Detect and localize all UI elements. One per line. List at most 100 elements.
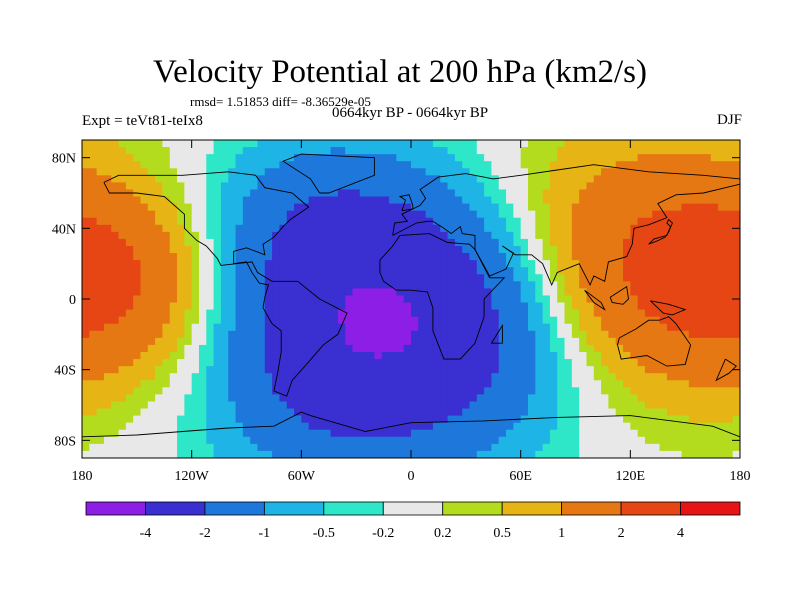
field-cell xyxy=(125,330,134,339)
field-cell xyxy=(491,246,500,254)
field-cell xyxy=(162,253,171,261)
field-cell xyxy=(432,140,441,148)
field-cell xyxy=(103,366,112,374)
field-cell xyxy=(228,182,237,191)
field-cell xyxy=(557,253,566,261)
field-cell xyxy=(169,147,178,155)
field-cell xyxy=(418,182,427,191)
field-cell xyxy=(264,366,273,374)
field-cell xyxy=(557,189,566,198)
field-cell xyxy=(140,429,149,438)
field-cell xyxy=(191,140,200,148)
field-cell xyxy=(454,429,463,438)
field-cell xyxy=(184,366,193,374)
field-cell xyxy=(206,231,215,240)
field-cell xyxy=(389,147,397,155)
field-cell xyxy=(703,394,712,403)
coastline xyxy=(617,316,692,367)
field-cell xyxy=(140,267,149,275)
field-cell xyxy=(498,429,507,438)
field-cell xyxy=(549,443,558,452)
field-cell xyxy=(418,387,427,395)
field-cell xyxy=(111,436,120,445)
field-cell xyxy=(125,288,134,297)
field-cell xyxy=(250,436,259,445)
field-cell xyxy=(454,161,463,169)
field-cell xyxy=(162,309,171,318)
field-cell xyxy=(703,373,712,381)
field-cell xyxy=(476,281,485,289)
field-cell xyxy=(352,302,361,311)
field-cell xyxy=(315,401,324,410)
field-cell xyxy=(425,161,434,169)
field-cell xyxy=(681,246,690,254)
field-cell xyxy=(286,231,295,240)
field-cell xyxy=(301,140,310,148)
field-cell xyxy=(630,443,639,452)
field-cell xyxy=(308,401,317,410)
field-cell xyxy=(286,436,295,445)
field-cell xyxy=(257,246,266,254)
field-cell xyxy=(359,387,368,395)
field-cell xyxy=(615,281,624,289)
field-cell xyxy=(710,217,719,226)
field-cell xyxy=(586,217,595,226)
field-cell xyxy=(593,267,602,275)
field-cell xyxy=(586,380,595,388)
field-cell xyxy=(220,387,229,395)
field-cell xyxy=(279,443,288,452)
field-cell xyxy=(681,161,690,169)
field-cell xyxy=(147,330,156,339)
field-cell xyxy=(725,373,734,381)
field-cell xyxy=(294,140,302,148)
field-cell xyxy=(520,288,529,297)
field-cell xyxy=(469,429,478,438)
field-cell xyxy=(286,401,295,410)
field-cell xyxy=(440,231,449,240)
field-cells xyxy=(82,140,740,458)
field-cell xyxy=(579,217,588,226)
field-cell xyxy=(564,281,573,289)
field-cell xyxy=(527,352,536,360)
field-cell xyxy=(389,302,397,311)
field-cell xyxy=(432,302,441,311)
field-cell xyxy=(520,260,529,268)
field-cell xyxy=(169,224,178,233)
field-cell xyxy=(206,224,215,233)
field-cell xyxy=(571,443,580,452)
field-cell xyxy=(411,337,419,346)
field-cell xyxy=(681,147,690,155)
field-cell xyxy=(513,443,522,452)
field-cell xyxy=(301,443,310,452)
field-cell xyxy=(411,429,419,438)
field-cell xyxy=(345,443,354,452)
field-cell xyxy=(250,168,259,176)
field-cell xyxy=(476,154,485,162)
field-cell xyxy=(155,147,164,155)
field-cell xyxy=(725,302,734,311)
field-cell xyxy=(177,366,185,374)
field-cell xyxy=(294,352,302,360)
field-cell xyxy=(272,429,280,438)
field-cell xyxy=(125,394,134,403)
field-cell xyxy=(162,401,171,410)
field-cell xyxy=(718,436,726,445)
field-cell xyxy=(644,394,653,403)
field-cell xyxy=(674,359,683,367)
field-cell xyxy=(418,450,427,458)
field-cell xyxy=(184,373,193,381)
field-cell xyxy=(286,450,295,458)
field-cell xyxy=(242,288,251,297)
field-cell xyxy=(177,281,185,289)
field-cell xyxy=(125,260,134,268)
field-cell xyxy=(491,203,500,212)
field-cell xyxy=(242,337,251,346)
field-cell xyxy=(520,323,529,332)
field-cell xyxy=(330,323,339,332)
field-cell xyxy=(82,380,90,388)
field-cell xyxy=(454,253,463,261)
field-cell xyxy=(681,415,690,424)
field-cell xyxy=(82,281,90,289)
field-cell xyxy=(301,295,310,304)
field-cell xyxy=(615,267,624,275)
